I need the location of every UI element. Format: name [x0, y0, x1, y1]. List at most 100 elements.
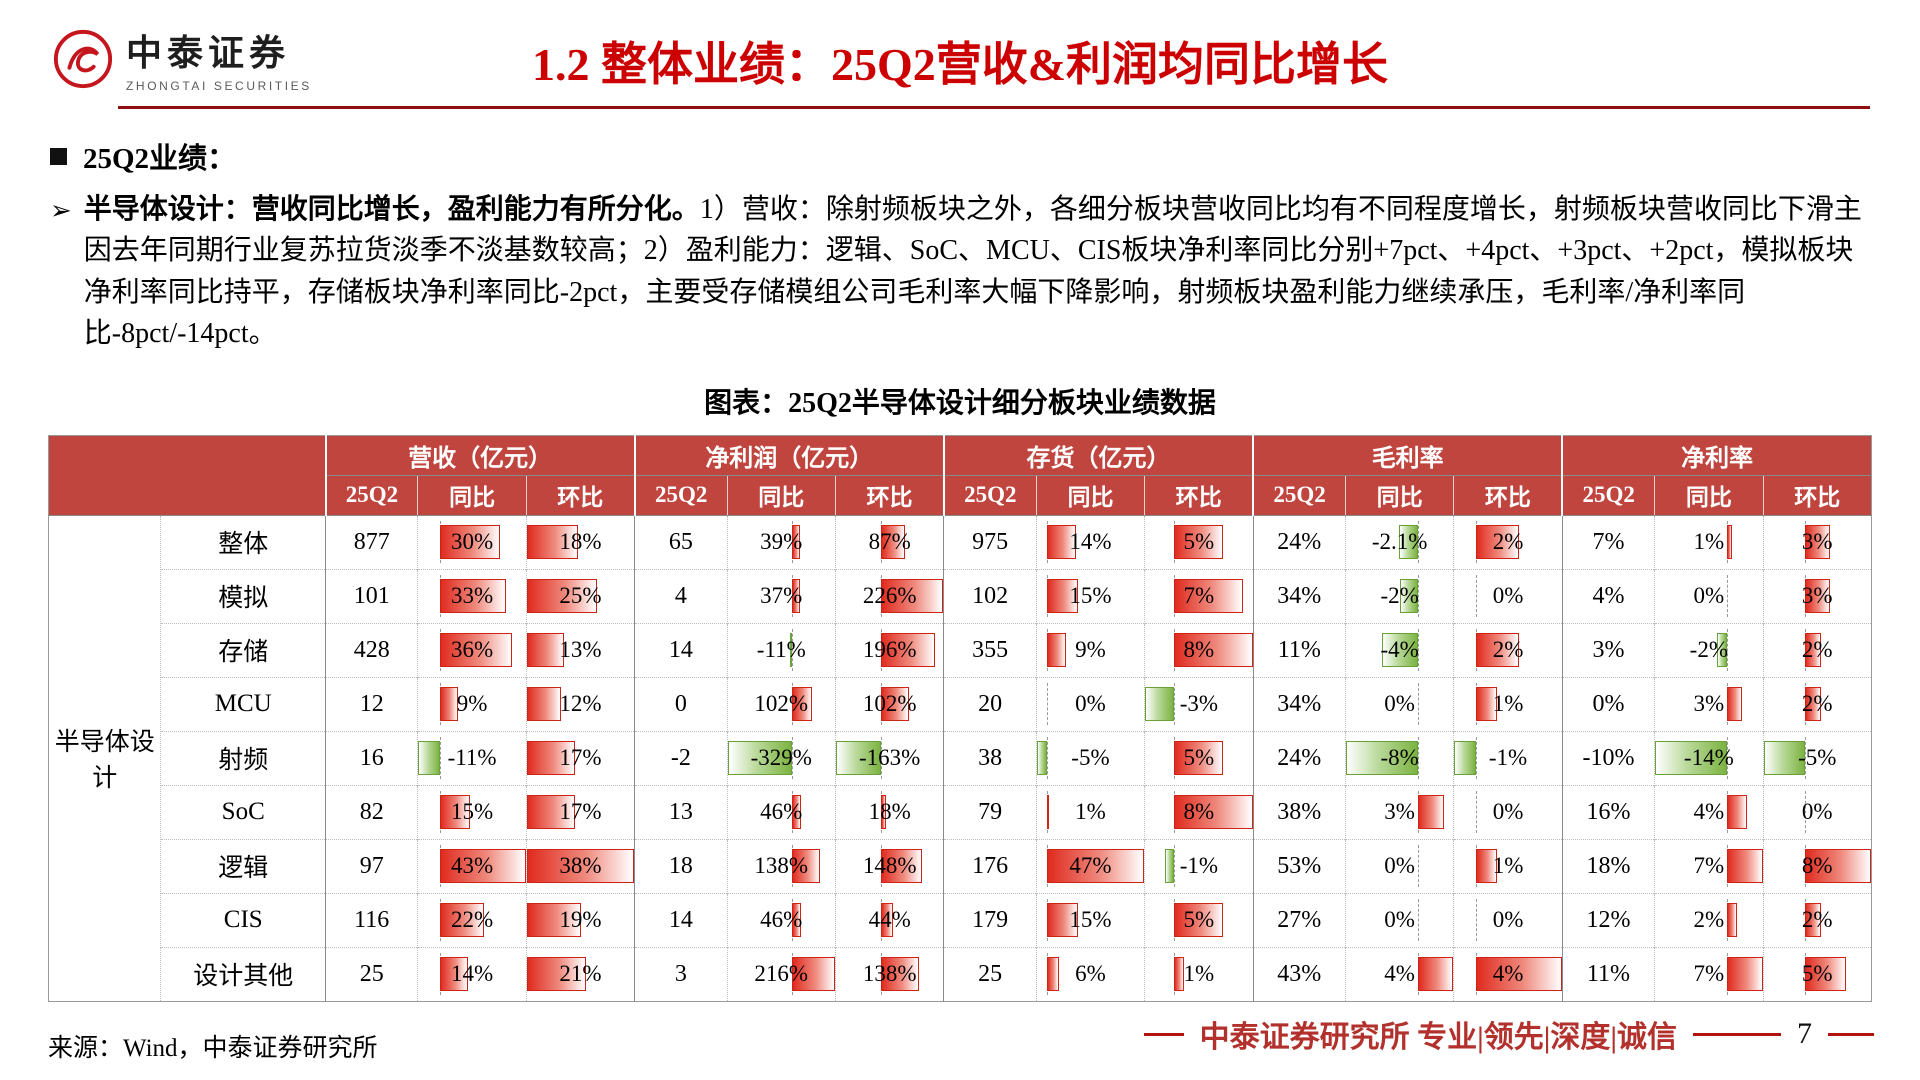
- bar-cell: 14%: [1037, 516, 1144, 568]
- data-bar: [792, 525, 801, 560]
- cell-value: 21%: [559, 961, 602, 987]
- cell-value: 33%: [450, 583, 494, 609]
- bar-axis-line: [1174, 845, 1176, 888]
- data-bar: [880, 957, 920, 992]
- table-cell: 116: [325, 892, 418, 948]
- bar-cell: -5%: [1763, 732, 1871, 784]
- table-cell: 30%: [417, 514, 527, 570]
- data-bar: [1804, 633, 1822, 668]
- table-cell: 34%: [1252, 676, 1346, 732]
- data-bar: [1475, 849, 1498, 884]
- bar-axis-line: [880, 737, 882, 780]
- table-cell: 1%: [1453, 838, 1563, 894]
- data-bar: [1399, 579, 1418, 614]
- bullet-body: 1）营收：除射频板块之外，各细分板块营收同比均有不同程度增长，射频板块营收同比下…: [83, 194, 1862, 350]
- bar-cell: 2%: [1454, 516, 1561, 568]
- bullet-paragraph: ➢ 半导体设计：营收同比增长，盈利能力有所分化。1）营收：除射频板块之外，各细分…: [50, 189, 1870, 355]
- cell-value: 5%: [1183, 529, 1215, 555]
- table-cell: 4%: [1654, 784, 1764, 840]
- bar-cell: 0%: [1346, 678, 1453, 730]
- bar-cell: 226%: [836, 570, 944, 622]
- table-cell: 46%: [726, 784, 836, 840]
- table-cell: -4%: [1344, 622, 1454, 678]
- data-bar: [1174, 633, 1253, 668]
- section-heading: 25Q2业绩：: [83, 143, 237, 175]
- cell-value: -4%: [1380, 637, 1419, 663]
- bar-cell: -163%: [835, 732, 943, 784]
- cell-value: 138%: [862, 961, 917, 987]
- sub-column-header: 环比: [1144, 475, 1254, 516]
- cell-value: 12%: [559, 691, 602, 717]
- bar-cell: 5%: [1145, 732, 1252, 784]
- table-cell: -2%: [1344, 568, 1454, 624]
- cell-value: 5%: [1183, 745, 1215, 771]
- table-cell: 0%: [1762, 784, 1872, 840]
- bar-cell: 43%: [418, 840, 526, 892]
- sub-column-header: 同比: [1654, 475, 1764, 516]
- table-cell: 25: [943, 946, 1037, 1002]
- sub-column-header: 同比: [726, 475, 836, 516]
- table-cell: -3%: [1144, 676, 1254, 732]
- data-bar: [1174, 525, 1224, 560]
- bar-axis-line: [1475, 791, 1477, 834]
- bar-cell: 102%: [728, 678, 835, 730]
- table-cell: 14: [634, 622, 728, 678]
- row-label: 逻辑: [160, 838, 327, 894]
- data-bar: [792, 579, 800, 614]
- cell-value: 4%: [1693, 799, 1725, 825]
- table-row: 射频 16 -11% 17% -2 -329% -163% 38 -5% 5% 24% -8% -1% -…: [49, 730, 1872, 786]
- cell-value: 2%: [1801, 637, 1833, 663]
- cell-value: 1%: [1492, 691, 1524, 717]
- data-bar: [880, 633, 936, 668]
- cell-value: 13%: [559, 637, 602, 663]
- data-bar: [1726, 849, 1763, 884]
- table-cell: 355: [943, 622, 1037, 678]
- row-label: 设计其他: [160, 946, 327, 1002]
- data-bar: [440, 579, 506, 614]
- table-cell: 8%: [1144, 622, 1254, 678]
- table-cell: 7%: [1654, 838, 1764, 894]
- data-bar: [792, 903, 802, 938]
- sub-column-header: 环比: [1762, 475, 1872, 516]
- bar-cell: -11%: [728, 624, 835, 676]
- table-cell: 7%: [1654, 946, 1764, 1002]
- bullet-text: 半导体设计：营收同比增长，盈利能力有所分化。1）营收：除射频板块之外，各细分板块…: [84, 189, 1870, 355]
- bar-cell: 5%: [1145, 516, 1252, 568]
- table-cell: 179: [943, 892, 1037, 948]
- table-cell: 18: [634, 838, 728, 894]
- table-cell: -2.1%: [1344, 514, 1454, 570]
- table-cell: -163%: [834, 730, 944, 786]
- data-bar: [526, 741, 575, 776]
- table-cell: 3%: [1561, 622, 1655, 678]
- table-cell: 16: [325, 730, 418, 786]
- bar-cell: 5%: [1764, 948, 1871, 1000]
- table-cell: 22%: [417, 892, 527, 948]
- cell-value: -5%: [1071, 745, 1110, 771]
- table-cell: 0%: [1453, 892, 1563, 948]
- table-cell: 4%: [1344, 946, 1454, 1002]
- row-label: CIS: [160, 892, 327, 948]
- bar-cell: 7%: [1145, 570, 1252, 622]
- data-bar: [526, 633, 564, 668]
- bar-cell: 8%: [1145, 786, 1253, 838]
- data-bar: [1417, 957, 1454, 992]
- cell-value: 3%: [1384, 799, 1415, 825]
- bar-cell: 3%: [1764, 570, 1871, 622]
- cell-value: 38%: [559, 853, 602, 879]
- data-bar: [1804, 849, 1871, 884]
- cell-value: 3%: [1693, 691, 1725, 717]
- table-cell: 16%: [1561, 784, 1655, 840]
- cell-value: -11%: [756, 637, 806, 663]
- data-bar: [1417, 795, 1445, 830]
- cell-value: 7%: [1183, 583, 1215, 609]
- table-cell: -2: [634, 730, 728, 786]
- data-bar: [440, 687, 459, 722]
- bar-cell: 17%: [526, 786, 634, 838]
- table-cell: 12%: [1561, 892, 1655, 948]
- data-bar: [1036, 741, 1048, 776]
- bar-cell: 87%: [836, 516, 943, 568]
- cell-value: 14%: [1069, 529, 1112, 555]
- cell-value: 0%: [1492, 799, 1524, 825]
- table-cell: 148%: [834, 838, 944, 894]
- cell-value: 46%: [760, 907, 803, 933]
